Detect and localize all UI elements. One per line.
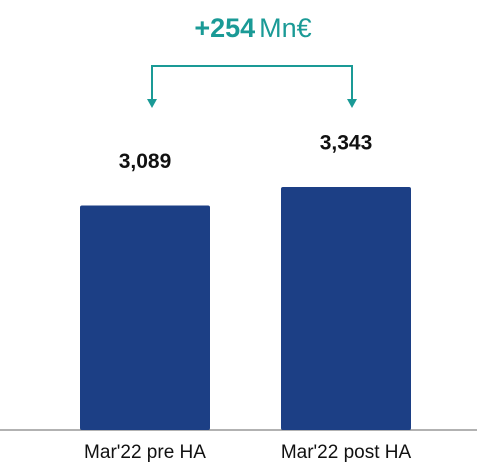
bar bbox=[80, 205, 210, 430]
arrow-head bbox=[347, 99, 357, 108]
bracket-line bbox=[151, 65, 353, 100]
arrow-head bbox=[147, 99, 157, 108]
x-tick-label: Mar'22 pre HA bbox=[84, 442, 206, 463]
change-annotation: +254 Mn€ bbox=[194, 13, 311, 43]
value-label: 3,343 bbox=[320, 132, 373, 155]
change-unit: Mn€ bbox=[259, 13, 312, 43]
x-tick-label: Mar'22 post HA bbox=[281, 442, 412, 463]
change-bracket bbox=[151, 65, 353, 100]
bar bbox=[281, 187, 411, 430]
change-value: +254 bbox=[194, 13, 255, 43]
value-label: 3,089 bbox=[119, 150, 172, 173]
